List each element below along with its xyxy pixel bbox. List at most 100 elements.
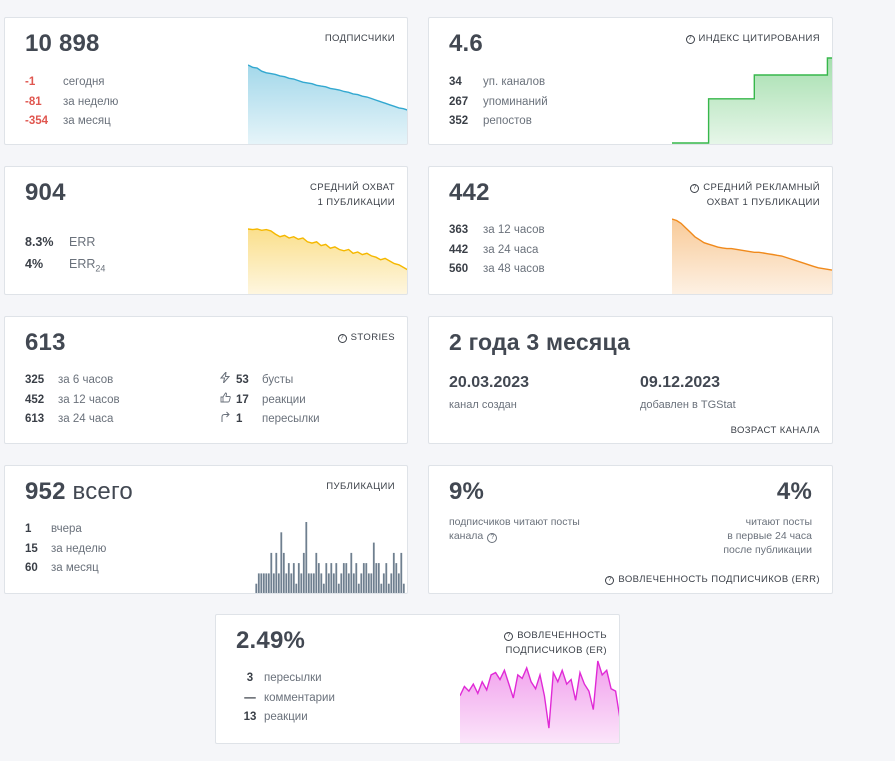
sparkline-line [672,57,832,144]
publication-bar [315,552,318,593]
publication-bar [375,563,378,593]
subscribers-count: 10 898 [25,30,100,57]
err-title: ? ВОВЛЕЧЕННОСТЬ ПОДПИСЧИКОВ (ERR) [605,572,820,587]
stat-label: сегодня [63,76,105,88]
title-line: ПОДПИСЧИКОВ (ER) [505,645,607,656]
publication-bar [355,563,358,593]
stat-row: 13 реакции [236,708,335,728]
stat-label: за месяц [51,562,99,574]
publication-bar [255,583,258,593]
err-left-value: 9% [449,478,485,505]
publication-bar [352,573,355,593]
text-line: после публикации [723,544,812,556]
info-icon[interactable]: ? [685,35,695,44]
text-line: читают посты [745,516,812,528]
stat-num: 15 [25,542,38,555]
stat-row: 53 бусты [219,370,320,391]
citation-index-value: 4.6 [449,30,483,57]
stat-num: 560 [449,263,469,275]
text-line: канала [449,530,484,542]
publication-bar [285,573,288,593]
stat-label: репостов [483,115,532,127]
err-card[interactable]: 9% 4% подписчиков читают посты канала? чи… [428,465,833,594]
stat-num: 34 [449,76,462,88]
stat-row: 1 пересылки [220,410,320,430]
stat-num: 363 [449,224,469,236]
publication-bar [372,542,375,593]
sparkline-area [672,219,832,294]
sparkline-area [672,58,832,144]
publication-bar [350,552,353,593]
stat-num: -1 [25,76,36,88]
question-icon[interactable]: ? [487,533,498,543]
stat-num: — [244,691,256,704]
ad-reach-sparkline [672,218,832,294]
info-icon[interactable]: ? [690,184,700,193]
publication-bar [335,563,338,593]
stat-label: за 12 часов [58,393,120,406]
publication-bar [295,583,298,593]
publication-bar [332,573,335,593]
average-reach-card[interactable]: 904 СРЕДНИЙ ОХВАТ 1 ПУБЛИКАЦИИ 8.3% ERR 4%… [4,166,408,295]
average-reach-value: 904 [25,179,66,206]
publication-bar [312,573,315,593]
er-sparkline [460,660,619,743]
er-card[interactable]: 2.49% ? ВОВЛЕЧЕННОСТЬ ПОДПИСЧИКОВ (ER) 3 пе… [215,614,620,744]
stat-label: за месяц [63,115,111,127]
text-line: в первые 24 часа [727,530,812,542]
stat-subscript: 24 [95,263,106,274]
stat-num: 53 [236,374,249,386]
publication-bar [287,563,290,593]
stat-num: 4% [25,257,44,271]
publications-card[interactable]: 952 всего ПУБЛИКАЦИИ 1 вчера 15 за неделю … [4,465,408,594]
stat-num: 613 [25,413,45,425]
citation-index-title: ? ИНДЕКС ЦИТИРОВАНИЯ [685,31,821,46]
stat-row: 352 репостов [449,112,548,132]
channel-age-title: ВОЗРАСТ КАНАЛА [730,425,820,436]
publication-bar [392,552,395,593]
publication-bar [377,563,380,593]
stat-num: 267 [449,95,469,108]
info-icon[interactable]: ? [605,576,615,585]
publication-bar [360,573,363,593]
stat-label: за 6 часов [58,374,114,386]
ad-reach-stats: 363 за 12 часов 442 за 24 часа 560 за 48 ча… [449,221,545,280]
stat-num: 3 [246,672,254,684]
publication-bar [340,573,343,593]
stat-num: 17 [236,393,249,406]
stories-stats-right: 53 бусты 17 реакции 1 пересылки [219,370,320,430]
citation-index-card[interactable]: 4.6 ? ИНДЕКС ЦИТИРОВАНИЯ 34 уп. каналов 26… [428,17,833,145]
stat-num: 60 [25,562,38,574]
stories-card[interactable]: 613 ? STORIES 325 за 6 часов 452 за 12 часо… [4,316,408,444]
sparkline-area [248,229,407,294]
sparkline-area [248,65,407,144]
publication-bar [382,573,385,593]
reach-sparkline [248,228,407,294]
publication-bar [402,583,405,593]
publication-bar [387,583,390,593]
stat-row: 1 вчера [25,520,106,540]
stat-label: ERR [69,235,96,249]
subscribers-card[interactable]: 10 898 ПОДПИСЧИКИ -1 сегодня -81 за неделю… [4,17,408,145]
info-icon[interactable]: ? [504,632,514,641]
stat-num: 352 [449,115,469,127]
publication-bar [302,552,305,593]
ad-reach-card[interactable]: 442 ? СРЕДНИЙ РЕКЛАМНЫЙ ОХВАТ 1 ПУБЛИКАЦИИ… [428,166,833,295]
err-right-text: читают посты в первые 24 часа после публик… [723,515,812,557]
publication-bar [275,552,278,593]
stat-label: бусты [262,374,294,386]
stat-num: 452 [25,393,45,406]
stat-label: вчера [51,523,82,535]
title-line: ВОВЛЕЧЕННОСТЬ [517,630,607,641]
publication-bar [272,573,275,593]
channel-age-card[interactable]: 2 года 3 месяца 20.03.2023 канал создан … [428,316,833,444]
info-icon[interactable]: ? [337,334,347,343]
publication-bar [380,583,383,593]
publication-bar [282,552,285,593]
added-date: 09.12.2023 [640,374,721,391]
stories-title-text: STORIES [350,332,395,343]
stories-title: ? STORIES [337,330,395,345]
stat-row: 8.3% ERR [25,231,105,253]
publication-bar [325,563,328,593]
stat-label: за неделю [51,542,107,555]
